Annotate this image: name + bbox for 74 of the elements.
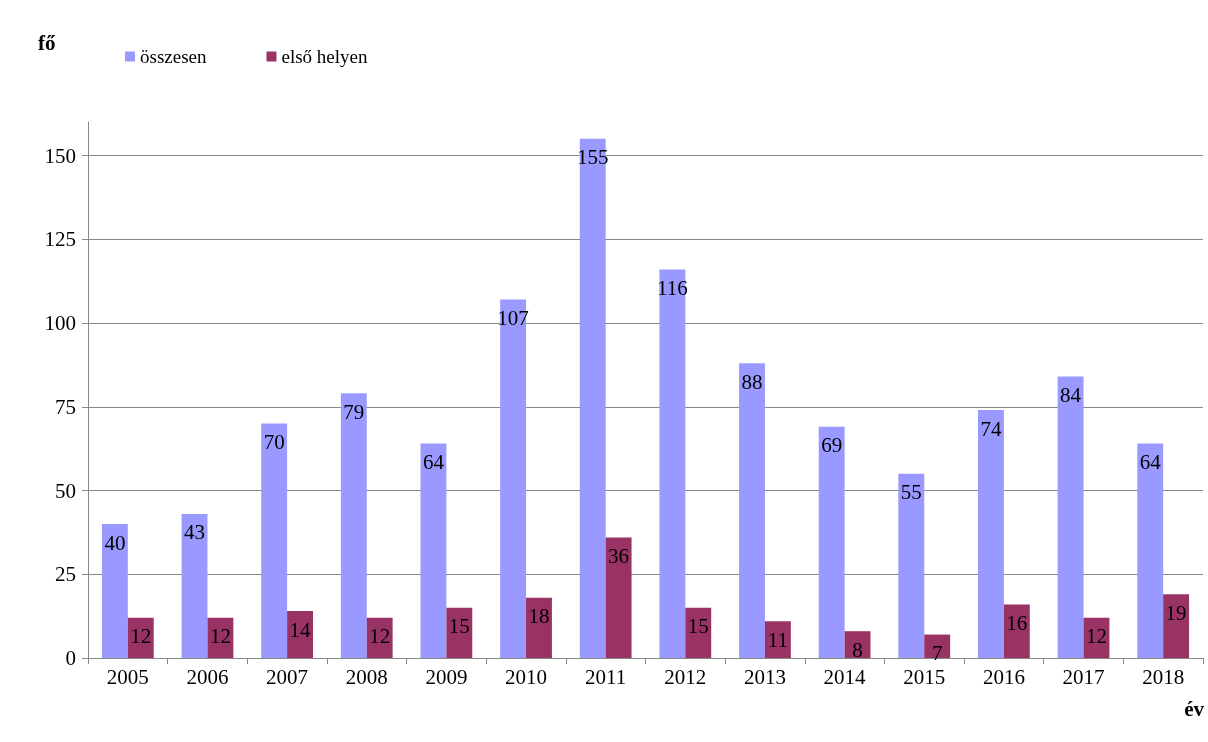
bar [526,597,552,658]
bar [420,443,447,658]
x-tick-label: 2011 [585,664,627,689]
data-label: 88 [741,369,763,394]
y-tick-label: 25 [55,562,76,587]
bar [685,607,712,658]
data-label: 116 [657,275,688,300]
x-tick-label: 2018 [1142,664,1185,689]
legend-label: első helyen [281,46,368,67]
data-label: 64 [422,450,445,475]
bar [446,607,473,658]
y-tick-label: 150 [44,143,76,168]
data-label: 69 [821,433,843,458]
bar [1163,594,1190,658]
bar [500,299,527,658]
data-label: 12 [369,624,391,649]
x-axis-title: év [1184,696,1205,721]
y-tick-label: 75 [55,394,76,419]
y-tick-label: 100 [44,311,76,335]
y-tick-label: 0 [65,646,76,670]
data-label: 16 [1006,610,1028,635]
x-tick-label: 2010 [505,664,548,689]
bar [764,621,791,658]
bar [340,393,367,658]
x-tick-label: 2005 [106,664,149,689]
bar [739,363,765,658]
data-label: 36 [608,543,630,568]
bar [181,513,208,658]
x-tick-label: 2017 [1062,664,1105,689]
x-tick-label: 2006 [186,664,229,689]
data-label: 12 [1085,624,1107,649]
x-tick-label: 2009 [425,664,468,689]
bar [1137,443,1164,658]
data-label: 40 [104,530,126,555]
x-tick-label: 2015 [903,664,946,689]
data-label: 107 [497,306,529,331]
data-label: 79 [343,399,365,424]
x-tick-label: 2013 [743,664,786,689]
data-label: 14 [289,617,312,642]
data-label: 74 [980,416,1002,441]
bar [261,423,288,658]
bar [605,537,632,658]
data-label: 84 [1060,383,1082,408]
x-tick-label: 2016 [982,664,1025,689]
legend-label: összesen [140,46,207,67]
data-label: 8 [852,637,863,662]
x-tick-label: 2014 [823,664,867,689]
bar [659,269,686,658]
data-label: 12 [209,624,231,649]
x-tick-label: 2012 [664,664,707,689]
bar [978,410,1004,658]
bar [818,426,845,658]
data-label: 64 [1139,450,1162,475]
x-tick-label: 2007 [266,664,309,689]
data-label: 15 [448,614,470,639]
bar [579,138,606,658]
bar [898,473,925,658]
data-label: 70 [263,430,285,454]
data-label: 19 [1165,600,1187,625]
data-label: 15 [687,614,709,639]
y-tick-label: 125 [44,227,76,252]
data-label: 155 [576,145,609,170]
bar [101,524,128,658]
bar [1003,604,1030,658]
bar [1057,376,1084,658]
data-label: 11 [767,627,789,652]
x-tick-label: 2008 [345,664,388,689]
data-label: 43 [184,520,206,545]
bar [287,611,313,658]
data-label: 18 [528,604,550,629]
y-tick-label: 50 [55,478,76,503]
data-label: 55 [900,480,922,505]
data-label: 12 [130,624,152,649]
y-axis-title: fő [38,30,56,55]
